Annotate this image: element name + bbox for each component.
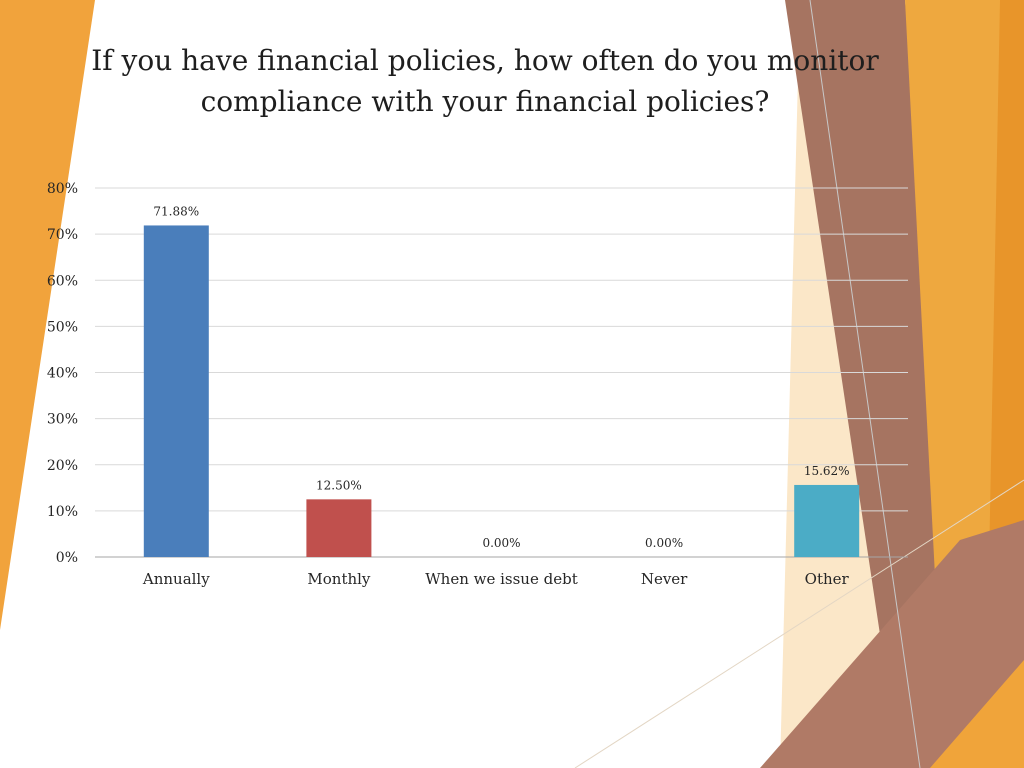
y-tick-label: 40% — [47, 366, 78, 382]
data-label: 0.00% — [482, 536, 520, 550]
left-accent-shape — [0, 0, 95, 630]
x-tick-label: Other — [805, 570, 850, 588]
right-brown-band — [785, 0, 975, 768]
data-label: 0.00% — [645, 536, 683, 550]
decorative-line — [809, 0, 921, 768]
slide-title: If you have financial policies, how ofte… — [91, 44, 879, 118]
x-tick-label: Monthly — [307, 570, 371, 588]
y-tick-label: 20% — [47, 458, 78, 474]
decorative-line — [574, 479, 1024, 768]
bar-annually — [143, 225, 209, 558]
x-tick-label: Never — [641, 570, 688, 588]
data-label: 71.88% — [153, 204, 199, 218]
data-label: 12.50% — [316, 478, 362, 492]
y-tick-label: 10% — [47, 504, 78, 520]
y-tick-label: 0% — [56, 550, 78, 566]
x-tick-label: Annually — [142, 570, 210, 588]
bar-other — [794, 484, 860, 557]
y-tick-label: 50% — [47, 319, 78, 335]
y-tick-label: 60% — [47, 273, 78, 289]
y-tick-label: 80% — [47, 181, 78, 197]
data-label: 15.62% — [804, 464, 850, 478]
bottom-brown-shape — [760, 520, 1024, 768]
x-tick-label: When we issue debt — [425, 570, 577, 588]
bottom-orange-shape — [930, 660, 1024, 768]
bar-monthly — [306, 499, 372, 557]
y-tick-label: 70% — [47, 227, 78, 243]
y-tick-label: 30% — [47, 412, 78, 428]
